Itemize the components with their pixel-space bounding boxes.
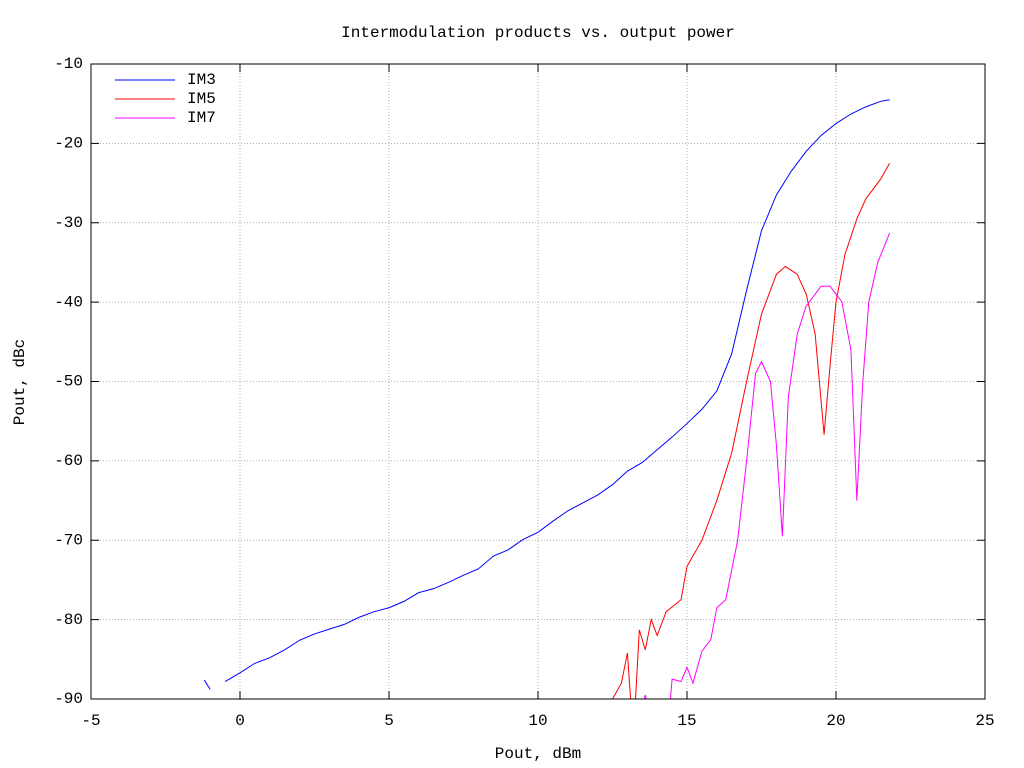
x-tick-label: 0: [235, 712, 245, 730]
x-tick-label: 5: [384, 712, 394, 730]
x-axis-label: Pout, dBm: [495, 745, 581, 763]
y-axis-label: Pout, dBc: [11, 339, 29, 425]
series-line: [203, 99, 890, 690]
y-tick-label: -50: [54, 373, 83, 391]
x-tick-label: 15: [677, 712, 696, 730]
x-tick-label: 25: [975, 712, 994, 730]
y-tick-label: -30: [54, 214, 83, 232]
y-tick-label: -40: [54, 293, 83, 311]
y-tick-label: -70: [54, 531, 83, 549]
grid: [90, 63, 986, 700]
series-line: [612, 162, 891, 699]
y-tick-label: -80: [54, 611, 83, 629]
x-tick-label: 20: [826, 712, 845, 730]
legend-label: IM7: [187, 109, 216, 127]
plot-area: [203, 99, 891, 699]
chart-title: Intermodulation products vs. output powe…: [341, 24, 735, 42]
x-tick-label: -5: [81, 712, 100, 730]
y-tick-label: -20: [54, 135, 83, 153]
legend-label: IM5: [187, 90, 216, 108]
y-tick-label: -60: [54, 452, 83, 470]
x-tick-label: 10: [528, 712, 547, 730]
y-tick-label: -10: [54, 55, 83, 73]
series-line: [643, 232, 891, 699]
legend-label: IM3: [187, 71, 216, 89]
y-tick-label: -90: [54, 690, 83, 708]
